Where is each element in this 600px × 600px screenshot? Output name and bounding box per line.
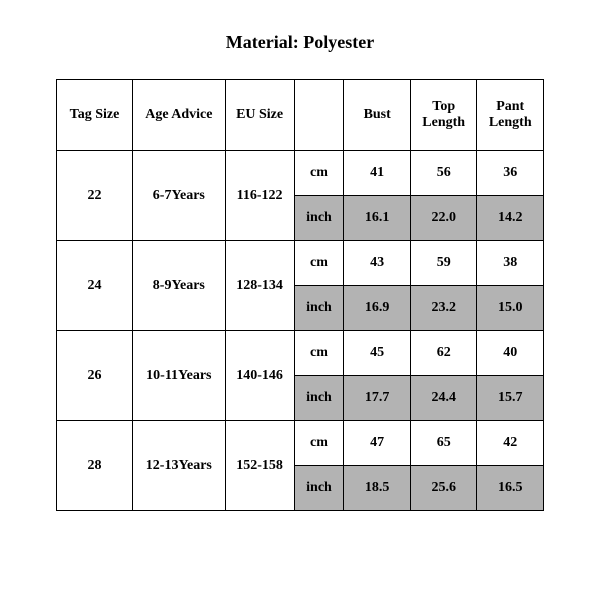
cell-unit-cm: cm [294, 421, 344, 466]
cell-bust-inch: 16.1 [344, 196, 411, 241]
cell-top-inch: 25.6 [410, 466, 477, 511]
cell-unit-inch: inch [294, 196, 344, 241]
cell-unit-cm: cm [294, 241, 344, 286]
cell-unit-cm: cm [294, 151, 344, 196]
col-tag-size: Tag Size [57, 80, 133, 151]
table-row: 26 10-11Years 140-146 cm 45 62 40 [57, 331, 544, 376]
cell-bust-inch: 18.5 [344, 466, 411, 511]
cell-top-inch: 24.4 [410, 376, 477, 421]
cell-unit-inch: inch [294, 376, 344, 421]
cell-eu: 152-158 [225, 421, 294, 511]
cell-bust-cm: 45 [344, 331, 411, 376]
cell-eu: 128-134 [225, 241, 294, 331]
cell-tag: 22 [57, 151, 133, 241]
size-chart-container: Material: Polyester Tag Size Age Advice … [0, 0, 600, 531]
table-row: 24 8-9Years 128-134 cm 43 59 38 [57, 241, 544, 286]
size-table: Tag Size Age Advice EU Size Bust Top Len… [56, 79, 544, 511]
cell-eu: 116-122 [225, 151, 294, 241]
cell-tag: 26 [57, 331, 133, 421]
cell-top-cm: 56 [410, 151, 477, 196]
cell-top-inch: 22.0 [410, 196, 477, 241]
cell-top-cm: 65 [410, 421, 477, 466]
cell-tag: 28 [57, 421, 133, 511]
page-title: Material: Polyester [56, 32, 544, 53]
table-row: 22 6-7Years 116-122 cm 41 56 36 [57, 151, 544, 196]
cell-pant-cm: 42 [477, 421, 544, 466]
col-eu-size: EU Size [225, 80, 294, 151]
cell-pant-inch: 15.0 [477, 286, 544, 331]
table-header-row: Tag Size Age Advice EU Size Bust Top Len… [57, 80, 544, 151]
cell-pant-cm: 36 [477, 151, 544, 196]
col-top-length: Top Length [410, 80, 477, 151]
cell-bust-cm: 43 [344, 241, 411, 286]
cell-age: 8-9Years [133, 241, 226, 331]
cell-top-cm: 62 [410, 331, 477, 376]
cell-bust-inch: 17.7 [344, 376, 411, 421]
col-age-advice: Age Advice [133, 80, 226, 151]
cell-unit-inch: inch [294, 466, 344, 511]
table-row: 28 12-13Years 152-158 cm 47 65 42 [57, 421, 544, 466]
cell-top-inch: 23.2 [410, 286, 477, 331]
col-pant-length: Pant Length [477, 80, 544, 151]
cell-bust-cm: 41 [344, 151, 411, 196]
cell-eu: 140-146 [225, 331, 294, 421]
cell-top-cm: 59 [410, 241, 477, 286]
cell-pant-inch: 14.2 [477, 196, 544, 241]
cell-pant-inch: 15.7 [477, 376, 544, 421]
cell-unit-cm: cm [294, 331, 344, 376]
cell-tag: 24 [57, 241, 133, 331]
cell-pant-cm: 40 [477, 331, 544, 376]
cell-bust-cm: 47 [344, 421, 411, 466]
cell-age: 12-13Years [133, 421, 226, 511]
table-body: 22 6-7Years 116-122 cm 41 56 36 inch 16.… [57, 151, 544, 511]
cell-age: 6-7Years [133, 151, 226, 241]
cell-age: 10-11Years [133, 331, 226, 421]
cell-pant-cm: 38 [477, 241, 544, 286]
cell-bust-inch: 16.9 [344, 286, 411, 331]
cell-pant-inch: 16.5 [477, 466, 544, 511]
col-bust: Bust [344, 80, 411, 151]
cell-unit-inch: inch [294, 286, 344, 331]
col-unit [294, 80, 344, 151]
